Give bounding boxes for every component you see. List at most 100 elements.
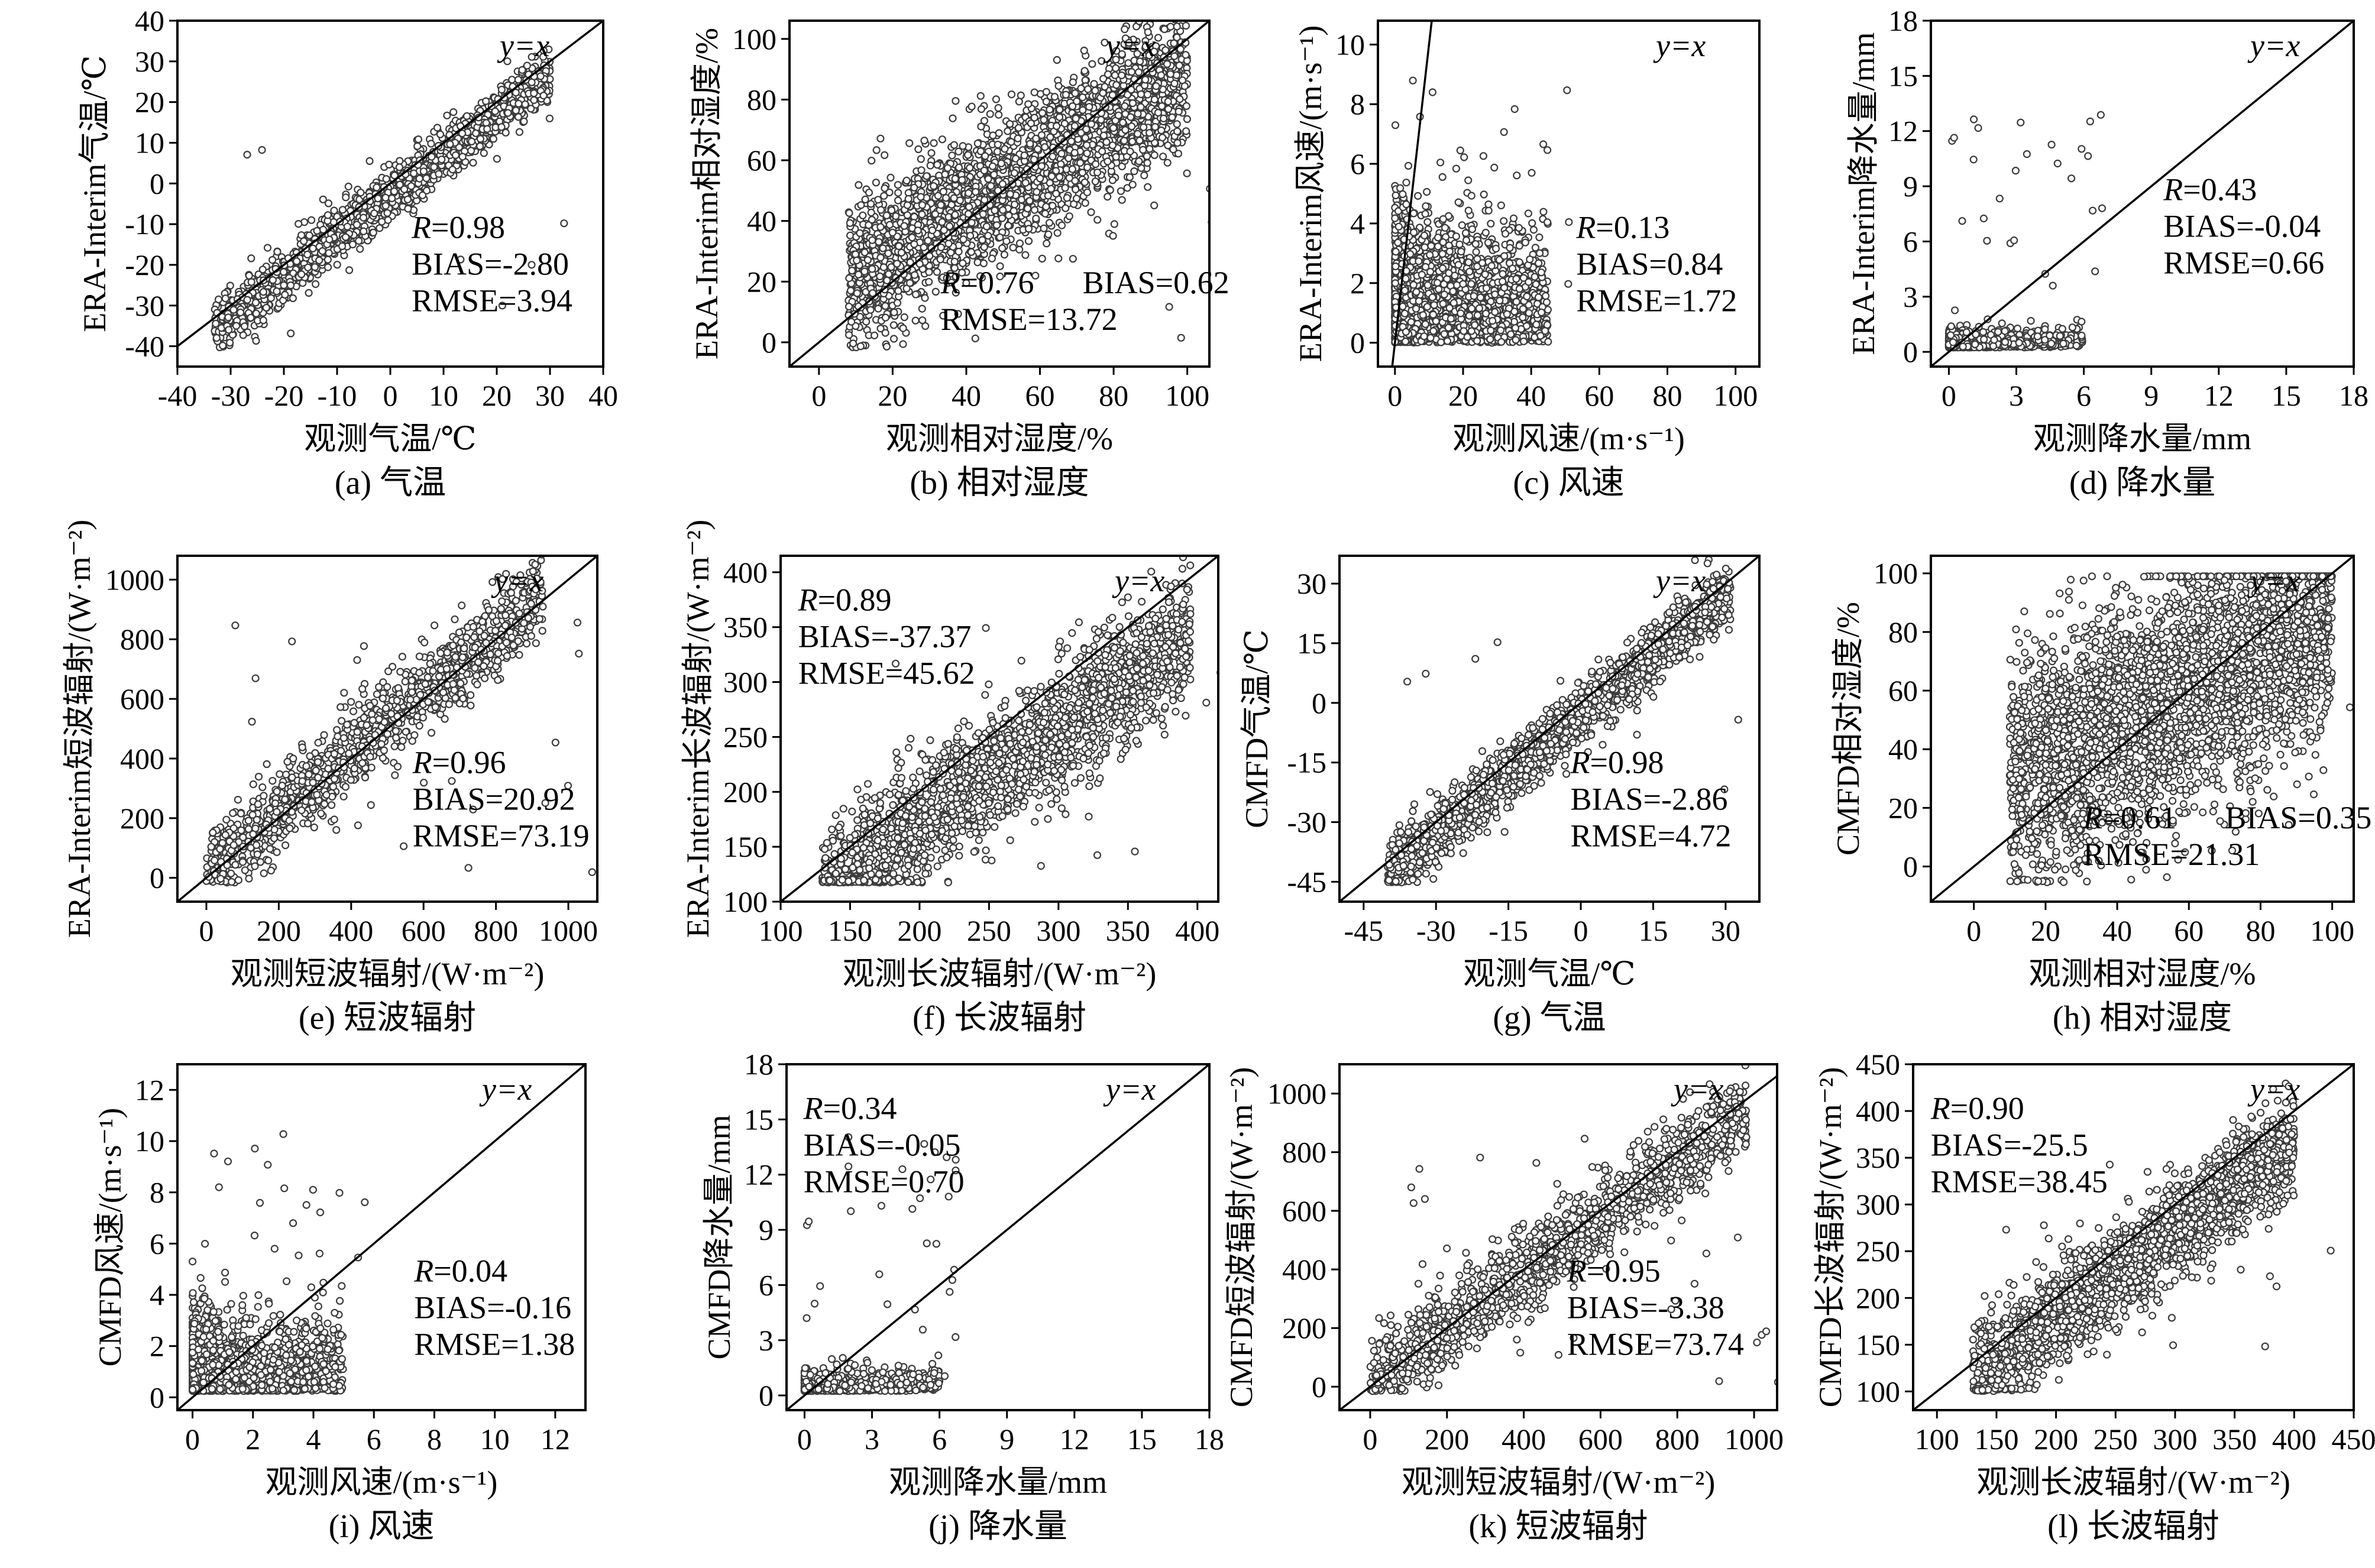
- scatter-points: [1391, 76, 1573, 347]
- data-point: [1087, 208, 1095, 216]
- data-point: [214, 295, 223, 303]
- data-point: [1159, 114, 1168, 122]
- data-point: [396, 180, 404, 189]
- data-point: [390, 171, 399, 180]
- data-point: [1112, 81, 1121, 89]
- data-point: [984, 232, 992, 240]
- data-point: [847, 318, 856, 326]
- data-point: [1049, 202, 1057, 210]
- data-point: [894, 181, 902, 189]
- data-point: [1174, 150, 1183, 158]
- data-point: [1173, 127, 1182, 135]
- data-point: [860, 267, 869, 276]
- data-point: [1133, 129, 1142, 138]
- data-point: [965, 203, 973, 211]
- data-point: [475, 142, 484, 150]
- data-point: [508, 76, 516, 84]
- data-point: [295, 220, 303, 228]
- data-point: [1130, 167, 1138, 176]
- data-point: [910, 183, 918, 192]
- data-point: [319, 225, 328, 234]
- data-point: [931, 210, 940, 218]
- data-point: [859, 211, 867, 219]
- y-tick-label: -20: [125, 248, 164, 281]
- data-point: [881, 302, 889, 310]
- data-point: [1135, 137, 1144, 145]
- data-point: [1172, 71, 1181, 79]
- data-point: [224, 313, 232, 322]
- data-point: [1021, 251, 1030, 259]
- data-point: [1024, 225, 1033, 233]
- data-point: [311, 280, 320, 289]
- data-point: [1157, 71, 1166, 79]
- data-point: [1151, 123, 1159, 131]
- data-point: [1140, 171, 1148, 180]
- data-point: [503, 57, 512, 66]
- data-point: [872, 179, 881, 187]
- data-point: [1168, 113, 1176, 121]
- data-point: [1109, 124, 1118, 132]
- data-point: [1101, 83, 1109, 91]
- y-tick-label: 40: [135, 4, 164, 37]
- data-point: [1119, 118, 1127, 127]
- data-point: [904, 195, 913, 203]
- data-point: [435, 170, 443, 178]
- data-point: [342, 193, 350, 202]
- data-point: [497, 86, 506, 94]
- data-point: [882, 211, 891, 219]
- stat-rmse: RMSE=13.72: [941, 302, 1118, 337]
- data-point: [268, 256, 277, 264]
- data-point: [886, 173, 895, 182]
- data-point: [1045, 219, 1054, 227]
- data-point: [1141, 76, 1150, 84]
- data-point: [458, 153, 467, 161]
- data-point: [1106, 186, 1114, 194]
- data-point: [928, 226, 937, 235]
- data-point: [1093, 169, 1102, 177]
- data-point: [862, 318, 871, 326]
- data-point: [996, 233, 1004, 241]
- data-point: [1165, 303, 1173, 311]
- data-point: [323, 263, 332, 271]
- x-tick-label: 40: [588, 379, 618, 412]
- data-point: [1118, 71, 1126, 80]
- data-point: [1184, 4, 1190, 11]
- stat-r: R=0.76: [940, 265, 1034, 300]
- data-point: [1182, 9, 1189, 16]
- data-point: [911, 290, 920, 299]
- data-point: [414, 135, 423, 144]
- data-point: [888, 228, 897, 237]
- data-point: [1031, 271, 1040, 280]
- data-point: [527, 105, 535, 113]
- data-point: [390, 187, 399, 196]
- data-point: [1088, 60, 1096, 68]
- data-point: [900, 313, 908, 322]
- data-point: [333, 261, 341, 269]
- reference-line-label: y=x: [1103, 28, 1156, 63]
- data-point: [1154, 34, 1163, 42]
- data-point: [938, 218, 946, 226]
- data-point: [921, 294, 929, 302]
- data-point: [1112, 47, 1121, 55]
- y-axis-label: ERA-Interim相对湿度/%: [689, 28, 724, 359]
- data-point: [258, 265, 267, 274]
- data-point: [458, 129, 467, 138]
- stat-bias: BIAS=-2.80: [412, 247, 569, 282]
- data-point: [1112, 56, 1120, 64]
- data-point: [489, 135, 498, 143]
- data-point: [937, 243, 945, 251]
- data-point: [1104, 193, 1112, 201]
- data-point: [467, 147, 475, 155]
- data-point: [1143, 90, 1152, 99]
- data-point: [1030, 114, 1038, 122]
- data-point: [874, 304, 882, 313]
- data-point: [1097, 116, 1105, 124]
- data-point: [243, 151, 251, 159]
- data-point: [415, 174, 423, 183]
- data-point: [994, 140, 1002, 149]
- data-point: [1182, 21, 1190, 30]
- data-point: [419, 167, 428, 176]
- data-point: [917, 193, 925, 201]
- data-point: [1183, 115, 1192, 123]
- data-point: [880, 192, 888, 200]
